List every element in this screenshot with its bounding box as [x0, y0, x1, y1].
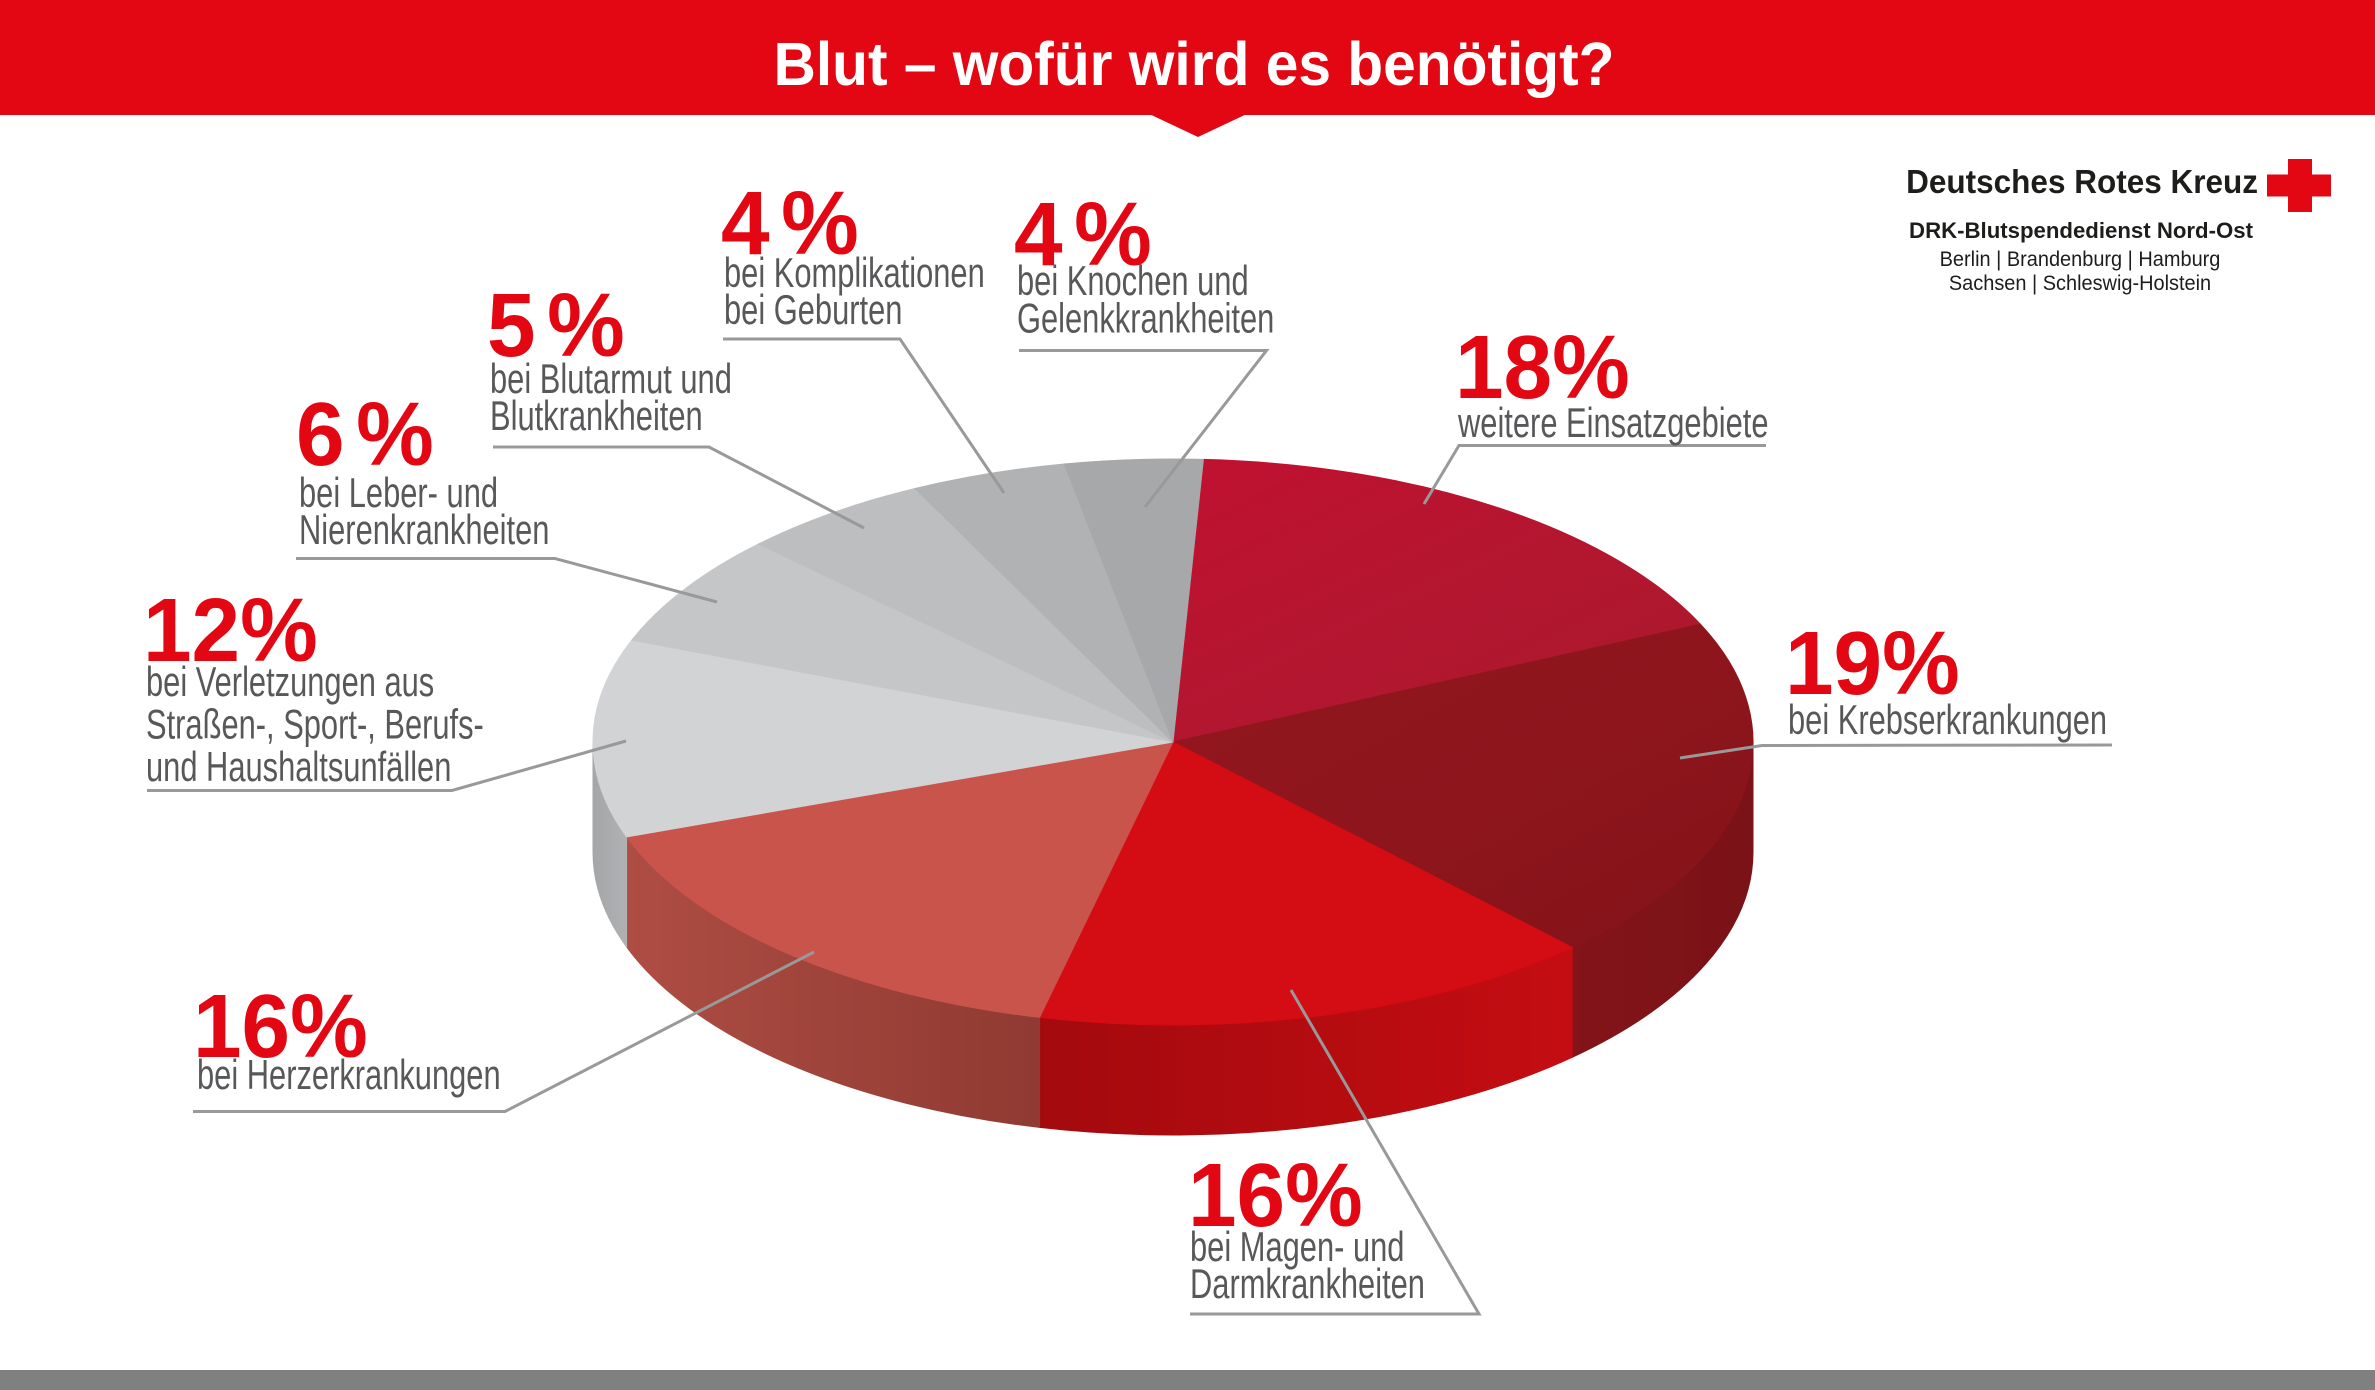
svg-text:5%: 5% [487, 275, 625, 375]
svg-text:bei Geburten: bei Geburten [724, 286, 902, 333]
svg-text:Berlin | Brandenburg | Hamburg: Berlin | Brandenburg | Hamburg [1940, 248, 2221, 272]
svg-text:6%: 6% [296, 384, 434, 484]
svg-text:bei Krebserkrankungen: bei Krebserkrankungen [1788, 696, 2107, 743]
svg-text:Straßen-, Sport-, Berufs-: Straßen-, Sport-, Berufs- [146, 701, 484, 748]
svg-text:bei Herzerkrankungen: bei Herzerkrankungen [197, 1051, 501, 1098]
svg-text:19%: 19% [1785, 613, 1960, 713]
svg-text:bei Knochen und: bei Knochen und [1017, 257, 1249, 304]
svg-text:bei Komplikationen: bei Komplikationen [724, 249, 985, 296]
svg-text:16%: 16% [1188, 1145, 1363, 1245]
svg-text:DRK-Blutspendedienst Nord-Ost: DRK-Blutspendedienst Nord-Ost [1909, 218, 2254, 243]
svg-text:weitere Einsatzgebiete: weitere Einsatzgebiete [1457, 399, 1768, 446]
svg-text:Gelenkkrankheiten: Gelenkkrankheiten [1017, 295, 1274, 342]
svg-text:Darmkrankheiten: Darmkrankheiten [1190, 1260, 1425, 1307]
svg-text:Blutkrankheiten: Blutkrankheiten [490, 392, 703, 439]
svg-text:und Haushaltsunfällen: und Haushaltsunfällen [146, 744, 451, 791]
svg-text:bei Blutarmut und: bei Blutarmut und [490, 355, 732, 402]
svg-text:18%: 18% [1455, 317, 1630, 417]
svg-text:4%: 4% [721, 173, 859, 273]
svg-text:bei Magen- und: bei Magen- und [1190, 1223, 1404, 1270]
svg-text:bei Verletzungen aus: bei Verletzungen aus [146, 658, 434, 705]
svg-text:16%: 16% [193, 976, 368, 1076]
svg-text:Blut – wofür wird es benötigt?: Blut – wofür wird es benötigt? [774, 30, 1615, 98]
svg-text:4%: 4% [1014, 184, 1152, 284]
svg-text:bei Leber- und: bei Leber- und [299, 469, 498, 516]
svg-text:Deutsches Rotes Kreuz: Deutsches Rotes Kreuz [1906, 163, 2258, 200]
svg-text:Nierenkrankheiten: Nierenkrankheiten [299, 506, 549, 553]
svg-text:12%: 12% [143, 580, 318, 680]
svg-text:Sachsen | Schleswig-Holstein: Sachsen | Schleswig-Holstein [1949, 272, 2211, 296]
